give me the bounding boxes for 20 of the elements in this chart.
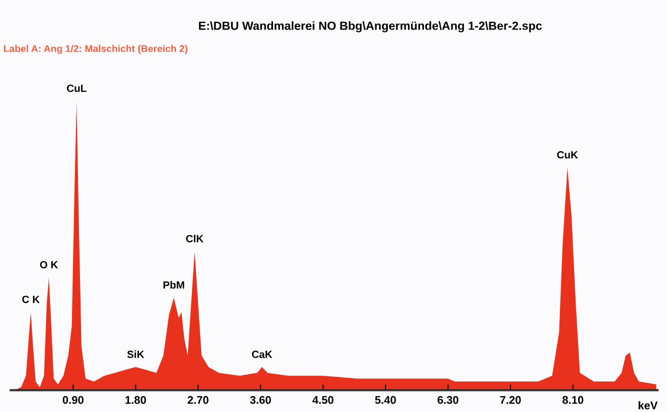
x-tick-label: 4.50 <box>312 396 334 404</box>
chart-subtitle: Label A: Ang 1/2: Malschicht (Bereich 2) <box>4 44 188 54</box>
annotation: CaK <box>252 350 272 358</box>
x-tick-label: 5.40 <box>375 396 396 404</box>
x-tick-label: 1.80 <box>126 396 146 404</box>
x-tick-label: 8.10 <box>562 396 584 404</box>
annotation: CuL <box>66 84 86 92</box>
annotation: CuK <box>557 151 578 159</box>
x-tick-label: 3.60 <box>250 396 271 404</box>
x-axis-title: keV <box>638 401 658 410</box>
annotation: C K <box>22 296 40 304</box>
x-tick-label: 2.70 <box>188 396 208 404</box>
x-tick-label: 0.90 <box>62 396 84 404</box>
annotation: ClK <box>186 234 204 242</box>
annotation: O K <box>40 261 58 268</box>
x-tick-label: 6.30 <box>438 396 458 404</box>
x-tick-label: 7.20 <box>500 396 521 404</box>
annotation: SiK <box>127 350 144 358</box>
chart-title: E:\DBU Wandmalerei NO Bbg\Angermünde\Ang 1-2\Ber-2.spc <box>199 21 542 32</box>
annotation: PbM <box>164 280 184 289</box>
